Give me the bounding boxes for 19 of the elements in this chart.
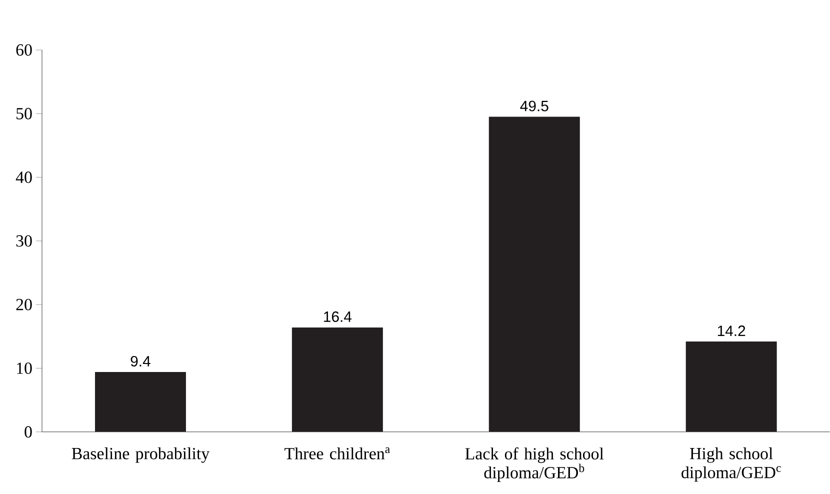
y-tick-label: 40 — [16, 172, 32, 184]
data-label: 49.5 — [520, 100, 548, 112]
y-tick-label: 50 — [16, 108, 32, 120]
x-tick-label: Baseline probability — [72, 447, 210, 463]
x-tick-label: Three children$^{a}$ — [284, 447, 390, 460]
data-label: 16.4 — [324, 311, 352, 322]
y-tick-label: 20 — [16, 298, 32, 310]
y-tick-label: 30 — [16, 235, 32, 247]
data-label: 9.4 — [130, 356, 150, 367]
data-label: 14.2 — [718, 326, 746, 336]
bar — [292, 328, 383, 432]
bar — [488, 116, 580, 432]
y-tick-label: 10 — [17, 362, 32, 374]
bar — [686, 342, 777, 432]
y-tick-label: 0 — [24, 426, 32, 438]
x-tick-label: High school diploma/GED$^{c}$ — [682, 447, 781, 482]
y-tick-label: 60 — [16, 44, 32, 56]
bar — [94, 372, 186, 432]
x-tick-label: Lack of high school diploma/GED$^{b}$ — [465, 447, 604, 482]
